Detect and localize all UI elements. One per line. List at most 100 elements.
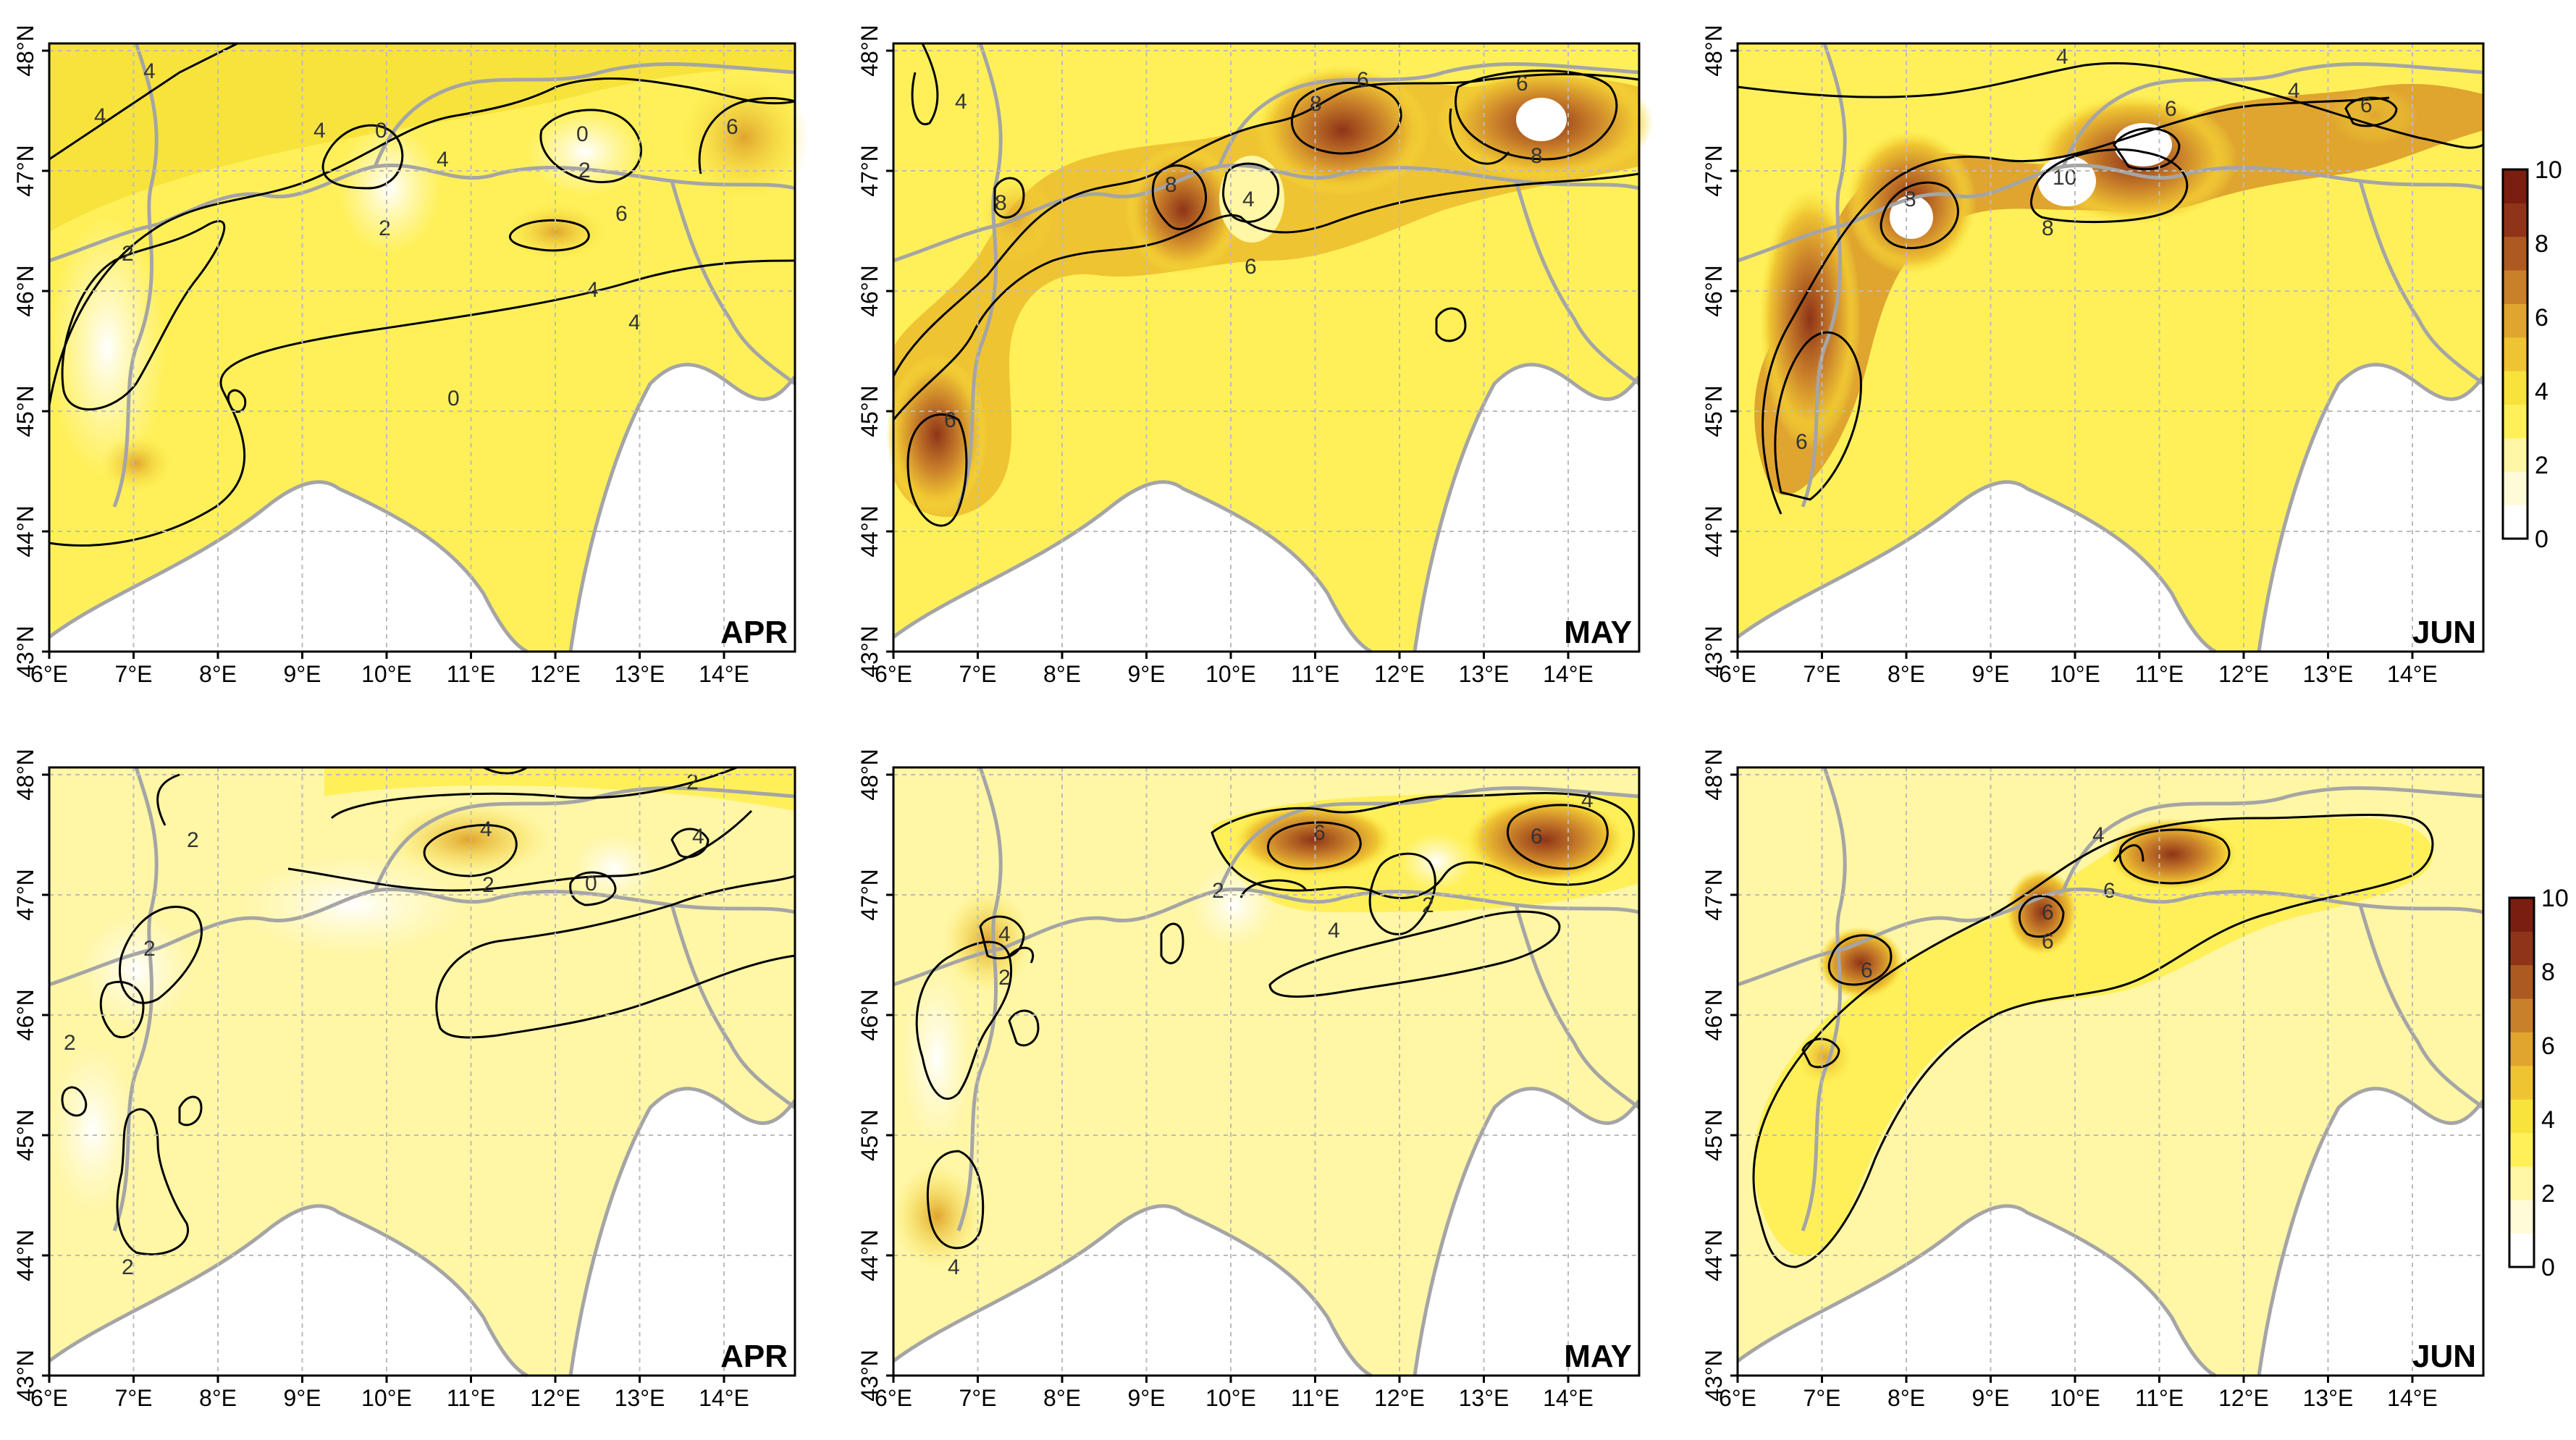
y-tick-label: 44°N	[12, 505, 38, 557]
colorbar-segment	[2509, 1032, 2534, 1066]
contour-label: 6	[1313, 821, 1326, 845]
x-tick-label: 7°E	[115, 1385, 153, 1411]
x-tick-label: 10°E	[361, 661, 412, 687]
x-tick-label: 7°E	[959, 1385, 997, 1411]
contour-lines	[915, 792, 1635, 1250]
y-tick-label: 47°N	[856, 869, 883, 921]
x-tick-label: 9°E	[1128, 661, 1166, 687]
colorbar-tick-label: 2	[2541, 1180, 2555, 1208]
colorbar-frame	[2508, 896, 2535, 1268]
colorbar-segment	[2509, 1200, 2534, 1234]
y-tick-label: 46°N	[856, 989, 883, 1041]
map-panel-1: 4 4 4 4 0 2 2 0 6 6 2 4 4 0 6°E 7°E 8°E 9°E…	[12, 25, 809, 687]
contour-label: 2	[1422, 893, 1434, 917]
contour-labels: 2 2 2 4 2 4 0 2 2 2	[64, 770, 704, 1279]
contour-labels: 4 4 4 4 0 2 2 0 6 6 2 4 4 0	[94, 59, 738, 410]
colorbar-tick-label: 8	[2541, 959, 2555, 986]
map-frame	[892, 766, 1641, 1377]
contour-label: 8	[1904, 188, 1916, 211]
x-tick-label: 14°E	[2387, 661, 2438, 687]
contour-label: 6	[944, 408, 956, 432]
low-value-area	[571, 833, 657, 905]
colorbar-segment	[2503, 404, 2527, 439]
x-tick-label: 10°E	[361, 1385, 412, 1411]
contour-label: 6	[1861, 959, 1873, 982]
high-value-area	[1759, 188, 1861, 449]
x-tick-label: 12°E	[530, 1385, 581, 1411]
contour-label: 6	[726, 115, 738, 139]
low-value-area	[1400, 833, 1473, 890]
contour-label: 4	[1242, 188, 1255, 211]
map-panel-4: 2 2 2 4 2 4 0 2 2 2 6°E 7°E 8°E 9°E 10°E 11°E…	[12, 749, 796, 1411]
contour-labels: 4 2 6 2 6 4 4 2 4	[948, 788, 1594, 1279]
map-panel-5: 4 2 6 2 6 4 4 2 4 6°E 7°E 8°E 9°E 10°E 11°E 12…	[856, 749, 1641, 1411]
contour-label: 8	[1165, 173, 1177, 197]
contour-label: 6	[1796, 430, 1808, 454]
colorbar-segment	[2509, 1233, 2534, 1268]
x-tick-label: 6°E	[875, 661, 912, 687]
contour-label: 0	[375, 119, 387, 143]
colorbar-segment	[2503, 169, 2527, 203]
map-panel-3: 4 4 6 6 8 10 8 6 6°E 7°E 8°E 9°E 10°E 11°E 12°…	[1701, 25, 2485, 687]
x-tick-label: 9°E	[1972, 661, 2010, 687]
x-tick-label: 8°E	[1043, 1385, 1081, 1411]
y-tick-label: 43°N	[12, 626, 38, 678]
low-value-area	[49, 217, 165, 478]
map-frame	[48, 766, 796, 1377]
colorbar-tick-label: 10	[2535, 156, 2562, 184]
y-tick-label: 45°N	[12, 385, 38, 437]
colorbar-segment	[2503, 236, 2527, 271]
contour-label: 6	[1245, 255, 1257, 279]
x-tick-label: 14°E	[2387, 1385, 2438, 1411]
colorbar-top: 0 2 4 6 8 10	[2501, 156, 2562, 553]
contour-lines	[892, 43, 1640, 527]
graticule: 6°E 7°E 8°E 9°E 10°E 11°E 12°E 13°E 14°E 43°N 44°N…	[1701, 749, 2483, 1411]
low-value-area	[49, 1043, 136, 1216]
colorbar-segment	[2503, 303, 2527, 338]
x-tick-label: 8°E	[199, 661, 237, 687]
y-tick-label: 45°N	[1701, 385, 1727, 437]
contour-label: 2	[187, 828, 199, 852]
x-tick-label: 7°E	[1803, 1385, 1841, 1411]
x-tick-label: 12°E	[530, 661, 581, 687]
contour-label: 6	[2360, 93, 2373, 117]
x-tick-label: 8°E	[1887, 661, 1925, 687]
contour-labels: 4 6 6 6 6	[1861, 823, 2116, 982]
x-tick-label: 13°E	[2303, 1385, 2354, 1411]
x-tick-label: 9°E	[284, 661, 321, 687]
contour-label: 4	[2056, 45, 2068, 69]
x-tick-label: 7°E	[959, 661, 997, 687]
colorbar-segment	[2509, 998, 2534, 1032]
y-tick-label: 48°N	[856, 25, 883, 77]
y-tick-label: 45°N	[12, 1109, 38, 1161]
x-tick-label: 11°E	[447, 661, 495, 687]
low-value-area	[1219, 156, 1284, 243]
contour-label: 2	[998, 966, 1011, 990]
contour-label: 8	[2042, 216, 2054, 240]
y-tick-label: 46°N	[1701, 265, 1727, 317]
y-tick-label: 44°N	[856, 1229, 883, 1281]
y-tick-label: 48°N	[1701, 25, 1727, 77]
map-frame	[892, 42, 1641, 653]
high-value-area	[1255, 65, 1429, 195]
high-value-area	[893, 1166, 980, 1267]
contour-label: 0	[576, 122, 589, 146]
contour-lines	[1737, 62, 2484, 515]
y-tick-label: 43°N	[1701, 626, 1727, 678]
moderate-area	[1754, 817, 2433, 1256]
y-tick-label: 48°N	[12, 25, 38, 77]
y-tick-label: 44°N	[1701, 505, 1727, 557]
y-tick-label: 43°N	[856, 626, 883, 678]
border-lines	[892, 767, 1641, 1378]
y-tick-label: 44°N	[12, 1229, 38, 1281]
month-label: MAY	[1564, 1339, 1632, 1374]
y-tick-label: 44°N	[856, 505, 883, 557]
colorbar-tick-label: 0	[2535, 526, 2548, 553]
colorbar-frame	[2501, 168, 2529, 540]
low-value-area	[1190, 862, 1277, 948]
contour-label: 2	[1212, 879, 1224, 903]
y-tick-label: 46°N	[12, 265, 38, 317]
y-tick-label: 47°N	[856, 145, 883, 197]
x-tick-label: 12°E	[1374, 1385, 1425, 1411]
y-tick-label: 47°N	[12, 869, 38, 921]
